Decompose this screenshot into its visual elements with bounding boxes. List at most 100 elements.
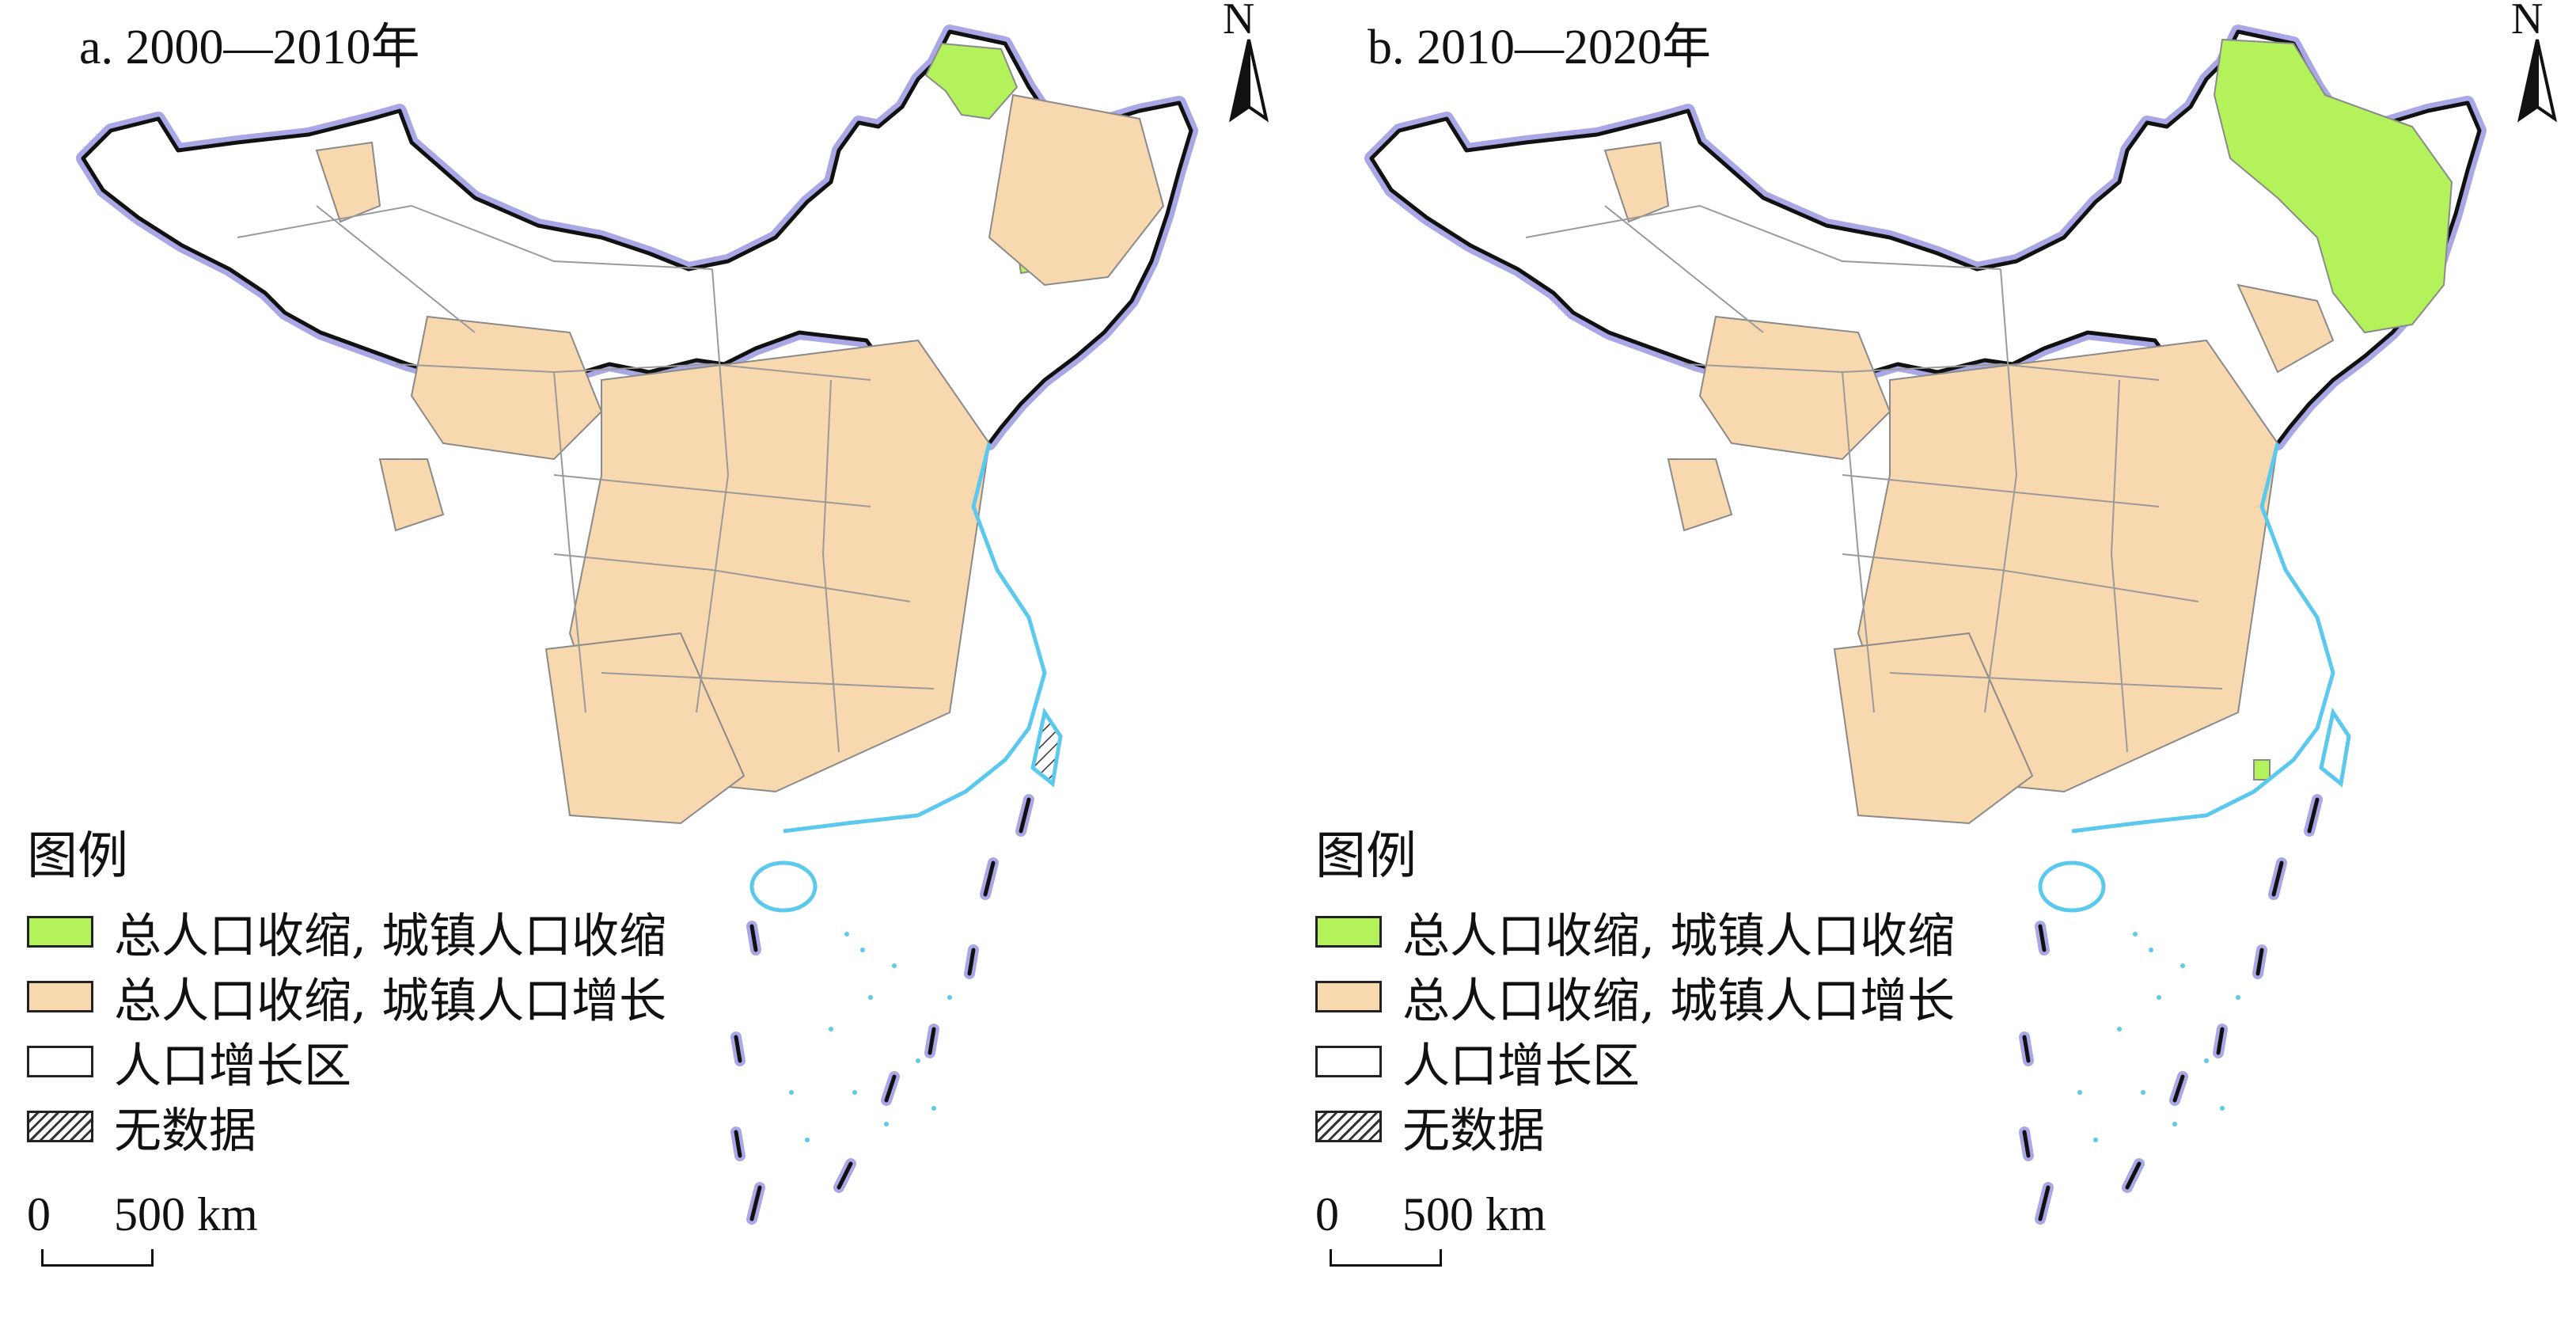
province-boundary <box>1842 371 1875 713</box>
province-boundary <box>1984 268 2018 713</box>
legend-label: 总人口收缩, 城镇人口增长 <box>114 973 667 1029</box>
sea-boundary-dash <box>2022 1130 2031 1158</box>
shaded-region <box>378 458 445 532</box>
china-map-a <box>76 25 1269 1225</box>
coastline <box>783 443 1047 834</box>
sea-boundary-dash <box>2125 1161 2142 1190</box>
north-arrow-icon <box>1228 39 1269 123</box>
island-dot <box>916 1058 920 1063</box>
map-panel-a: a. 2000—2010年 N 图例 总人口收缩, 城镇人口收缩 总人口收缩, … <box>27 0 1269 1275</box>
map-panel-b: b. 2010—2020年 N 图例 总人口收缩, 城镇人口收缩 总人口收缩, … <box>1288 0 2576 1322</box>
scale-label: 500 km <box>1402 1188 1546 1240</box>
north-label: N <box>1223 0 1255 44</box>
scale-bar: 0 500 km <box>1315 1187 1546 1275</box>
legend-label: 总人口收缩, 城镇人口收缩 <box>1402 908 1956 964</box>
legend-swatch-shrink-both <box>27 916 93 948</box>
north-label: N <box>2511 0 2544 44</box>
panel-title: b. 2010—2020年 <box>1368 21 1712 74</box>
legend-item: 总人口收缩, 城镇人口收缩 <box>27 899 666 964</box>
island-dot <box>884 1122 889 1126</box>
legend-item: 总人口收缩, 城镇人口增长 <box>27 964 666 1029</box>
legend-swatch-shrink-total <box>27 981 93 1012</box>
sea-boundary-dash <box>2216 1027 2225 1055</box>
legend-label: 总人口收缩, 城镇人口增长 <box>1402 973 1956 1029</box>
sea-boundary-dash <box>734 1130 742 1158</box>
hainan-island <box>2038 860 2106 913</box>
island-dot <box>2133 932 2138 936</box>
island-dot <box>868 995 873 1000</box>
legend-item: 无数据 <box>27 1094 666 1159</box>
taiwan-island <box>1030 707 1063 788</box>
island-dot <box>2220 1106 2225 1111</box>
island-dot <box>2180 963 2185 968</box>
island-dot <box>2149 948 2153 952</box>
shaded-region <box>544 632 745 825</box>
shaded-region <box>1698 315 1891 461</box>
island-dot <box>844 932 849 936</box>
legend-item: 人口增长区 <box>27 1029 666 1094</box>
sea-boundary-dash <box>1019 797 1031 834</box>
shaded-region <box>1603 141 1670 223</box>
legend-swatch-growth <box>27 1046 93 1077</box>
island-dot <box>2157 995 2161 1000</box>
sea-boundary-dash <box>2172 1074 2185 1103</box>
island-dot <box>852 1090 857 1095</box>
province-boundary <box>1842 474 2160 507</box>
sea-boundary-dash <box>2038 924 2047 952</box>
province-boundary <box>237 204 713 270</box>
scale-zero: 0 <box>27 1188 51 1240</box>
province-boundary <box>1525 204 2001 270</box>
legend-item: 总人口收缩, 城镇人口收缩 <box>1315 899 1955 964</box>
legend-title: 图例 <box>27 827 128 886</box>
sea-boundary-dash <box>734 1035 742 1063</box>
legend-item: 人口增长区 <box>1315 1029 1955 1094</box>
legend-label: 无数据 <box>114 1103 256 1159</box>
island-dot <box>2172 1122 2177 1126</box>
island-dot <box>860 948 865 952</box>
legend-item: 无数据 <box>1315 1094 1955 1159</box>
province-boundary <box>1842 553 2199 602</box>
legend-label: 无数据 <box>1402 1103 1545 1159</box>
province-boundary <box>553 371 586 713</box>
shaded-region <box>315 141 381 223</box>
sea-boundary-dash <box>2255 948 2264 976</box>
island-dot <box>2141 1090 2145 1095</box>
island-dot <box>931 1106 936 1111</box>
legend: 图例 总人口收缩, 城镇人口收缩 总人口收缩, 城镇人口增长 人口增长区 无数据 <box>27 815 666 1159</box>
panel-title: a. 2000—2010年 <box>79 21 420 74</box>
scale-line <box>1330 1249 1442 1267</box>
province-boundary <box>821 379 840 753</box>
island-dot <box>829 1027 833 1031</box>
sea-boundary-dash <box>2307 797 2320 834</box>
island-dot <box>2204 1058 2209 1063</box>
legend-label: 总人口收缩, 城镇人口收缩 <box>114 908 667 964</box>
shaded-region <box>2236 283 2335 374</box>
island-dot <box>2077 1090 2082 1095</box>
province-boundary <box>553 553 911 602</box>
province-boundary <box>395 363 871 381</box>
legend-swatch-nodata <box>1315 1111 1382 1142</box>
shaded-region <box>1667 458 1733 532</box>
sea-boundary-dash <box>967 948 976 976</box>
shaded-region <box>2213 38 2453 334</box>
sea-boundary-dash <box>749 1185 762 1221</box>
island-dot <box>947 995 952 1000</box>
legend: 图例 总人口收缩, 城镇人口收缩 总人口收缩, 城镇人口增长 人口增长区 无数据 <box>1315 815 1955 1159</box>
island-dot <box>2117 1027 2122 1031</box>
scale-label: 500 km <box>114 1188 258 1240</box>
province-boundary <box>696 268 730 713</box>
legend-swatch-shrink-total <box>1315 981 1382 1012</box>
coastline <box>2071 443 2335 834</box>
shaded-region <box>410 315 603 461</box>
legend-swatch-growth <box>1315 1046 1382 1077</box>
sea-boundary-dash <box>749 924 758 952</box>
island-dot <box>2093 1138 2098 1142</box>
scale-zero: 0 <box>1315 1188 1339 1240</box>
province-boundary <box>2110 379 2128 753</box>
scale-bar: 0 500 km <box>27 1187 258 1275</box>
province-boundary <box>1683 363 2160 381</box>
sea-boundary-dash <box>928 1027 936 1055</box>
shaded-region <box>988 93 1165 287</box>
legend-label: 人口增长区 <box>114 1038 351 1094</box>
north-arrow-icon <box>2517 39 2558 123</box>
